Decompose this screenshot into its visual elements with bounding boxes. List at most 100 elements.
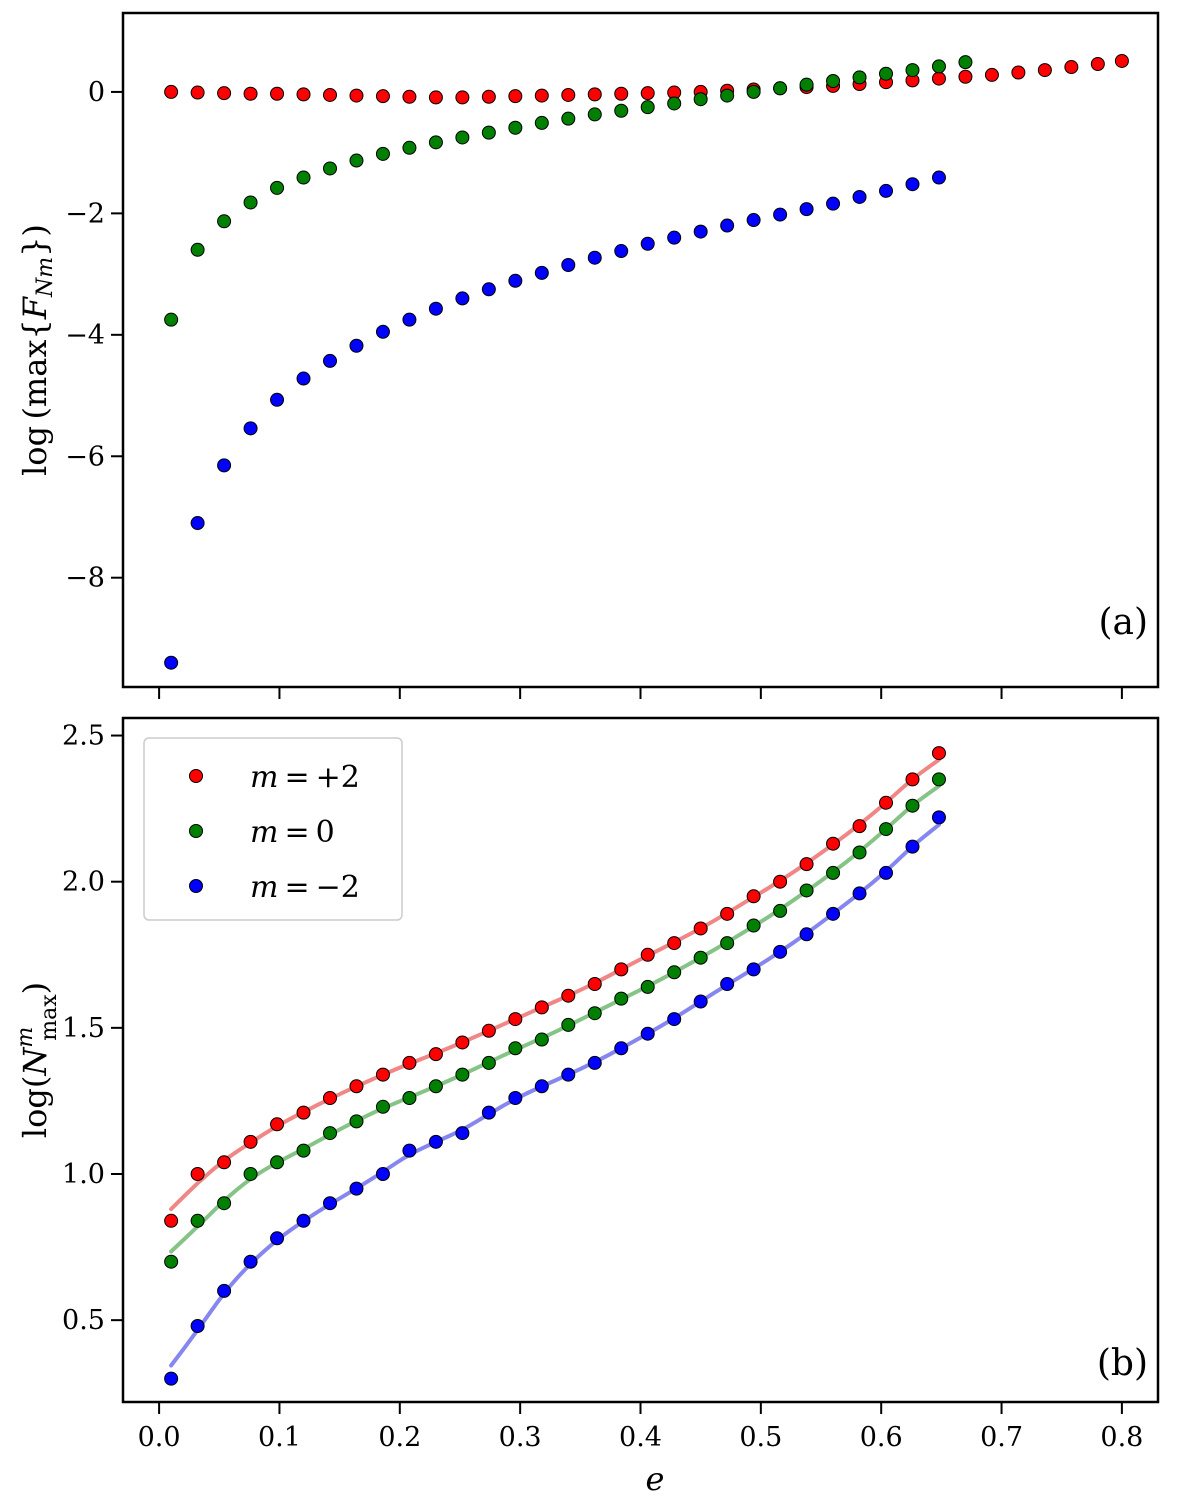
panel-a-points	[164, 53, 1129, 670]
panel-a-frame	[121, 11, 1160, 689]
panel-a-point-series-2	[243, 421, 258, 436]
panel-b-xtick-label: 0.0	[138, 1422, 181, 1453]
panel-b-point-series-1	[693, 950, 708, 965]
panel-b-point-series-2	[190, 1319, 205, 1333]
panel-b-xlabel: e	[646, 1460, 665, 1498]
panel-b-point-series-0	[931, 746, 946, 761]
panel-a-point-series-2	[640, 236, 655, 251]
legend-lhs-m-minus2: m	[250, 870, 278, 905]
panel-b-point-series-1	[720, 936, 735, 951]
panel-b-point-series-1	[296, 1143, 311, 1158]
panel-b-point-series-1	[561, 1017, 576, 1032]
panel-a-point-series-0	[1090, 57, 1105, 72]
panel-a-point-series-2	[349, 338, 364, 353]
panel-b-xtick-label: 0.1	[258, 1422, 301, 1453]
panel-b-point-series-1	[508, 1041, 523, 1056]
panel-b-point-series-1	[667, 965, 682, 980]
panel-a-point-series-1	[349, 153, 364, 168]
panel-b-point-series-2	[375, 1167, 390, 1181]
panel-b-point-series-1	[164, 1254, 179, 1269]
panel-a-point-series-0	[402, 89, 417, 104]
panel-b-point-series-1	[375, 1099, 390, 1114]
panel-b-point-series-1	[243, 1167, 258, 1181]
panel-b-ytick-label: 2.5	[62, 721, 105, 752]
panel-a-point-series-1	[826, 74, 841, 89]
panel-a-point-series-2	[270, 392, 285, 407]
panel-b-point-series-1	[746, 918, 761, 933]
panel-b-point-series-2	[693, 994, 708, 1009]
panel-b-tag: (b)	[1097, 1343, 1148, 1384]
panel-a-point-series-0	[1064, 60, 1079, 75]
panel-b-point-series-2	[799, 927, 814, 942]
panel-b-point-series-1	[190, 1213, 205, 1228]
panel-b-point-series-0	[164, 1213, 179, 1228]
panel-b-point-series-0	[190, 1167, 205, 1181]
panel-b-point-series-0	[561, 988, 576, 1003]
panel-a-point-series-0	[534, 88, 549, 103]
panel-b-point-series-2	[428, 1134, 443, 1149]
panel-a-point-series-0	[243, 86, 258, 101]
panel-b-point-series-1	[349, 1114, 364, 1129]
panel-a-point-series-1	[879, 66, 894, 81]
panel-b-point-series-2	[826, 906, 841, 921]
panel-b-ytick-label: 2.0	[62, 867, 105, 898]
panel-b-point-series-1	[270, 1155, 285, 1170]
panel-a-point-series-2	[455, 291, 470, 306]
panel-a-point-series-1	[323, 161, 337, 176]
panel-b-point-series-1	[455, 1067, 470, 1082]
legend-rhs-m-0: 0	[316, 815, 335, 850]
panel-a-ylabel-pre: log (max{	[16, 319, 54, 476]
panel-b-point-series-1	[534, 1032, 549, 1047]
panel-a-point-series-2	[614, 244, 629, 259]
panel-b-point-series-2	[296, 1213, 311, 1228]
panel-a-point-series-1	[296, 170, 311, 185]
panel-b-point-series-2	[640, 1026, 655, 1041]
panel-a-ytick-label: 0	[88, 77, 105, 108]
legend-label-m-plus2: m = +2	[250, 760, 360, 795]
panel-b-points	[164, 746, 946, 1386]
panel-b-ylabel-superscript: m	[13, 1027, 38, 1048]
panel-b-point-series-1	[879, 822, 894, 837]
panel-a-point-series-2	[534, 265, 549, 280]
panel-a-point-series-0	[1114, 53, 1129, 68]
panel-b-point-series-0	[720, 906, 735, 921]
panel-b-point-series-0	[481, 1023, 496, 1038]
panel-b-point-series-0	[296, 1105, 311, 1120]
panel-a-point-series-0	[561, 87, 576, 102]
panel-a-point-series-1	[481, 125, 496, 140]
panel-a-point-series-0	[508, 89, 523, 104]
panel-a-point-series-0	[640, 86, 655, 101]
panel-a-point-series-1	[614, 103, 629, 118]
panel-b-point-series-2	[931, 810, 946, 825]
panel-b-point-series-0	[614, 962, 629, 977]
panel-a-point-series-1	[587, 107, 602, 122]
panel-a-point-series-0	[349, 88, 364, 103]
panel-a-point-series-0	[217, 86, 232, 101]
panel-b-point-series-0	[746, 889, 761, 904]
panel-a-point-series-2	[164, 655, 179, 670]
legend-rhs-m-plus2: +2	[316, 760, 360, 795]
panel-b-point-series-1	[640, 979, 655, 994]
panel-b-point-series-0	[773, 874, 788, 889]
panel-a-point-series-2	[190, 516, 205, 531]
panel-a-point-series-2	[773, 207, 788, 222]
legend-marker-m-minus2	[189, 879, 203, 893]
panel-b-ticks: 0.0 0.1 0.2 0.3 0.4 0.5 0.6 0.7 0.8 0.5 1.0 1.5 2.0 2…	[62, 721, 1143, 1453]
panel-a-point-series-2	[746, 213, 761, 228]
panel-b-point-series-0	[349, 1079, 364, 1094]
panel-a: 0 −2 −4 −6 −8 (a) log (max{FNm})	[16, 11, 1160, 699]
panel-b-point-series-0	[905, 772, 920, 787]
panel-a-point-series-2	[296, 371, 311, 386]
panel-a-point-series-1	[402, 140, 417, 155]
panel-b-point-series-1	[217, 1196, 232, 1211]
panel-a-point-series-0	[190, 85, 205, 100]
panel-b-xtick-label: 0.5	[739, 1422, 782, 1453]
panel-b-point-series-1	[402, 1091, 417, 1105]
panel-a-point-series-1	[375, 146, 390, 161]
panel-b-point-series-2	[217, 1283, 232, 1298]
panel-a-point-series-2	[587, 250, 602, 265]
panel-a-point-series-2	[931, 170, 946, 185]
panel-b-point-series-2	[587, 1055, 602, 1070]
panel-a-point-series-1	[428, 135, 443, 150]
panel-a-point-series-1	[905, 63, 920, 78]
